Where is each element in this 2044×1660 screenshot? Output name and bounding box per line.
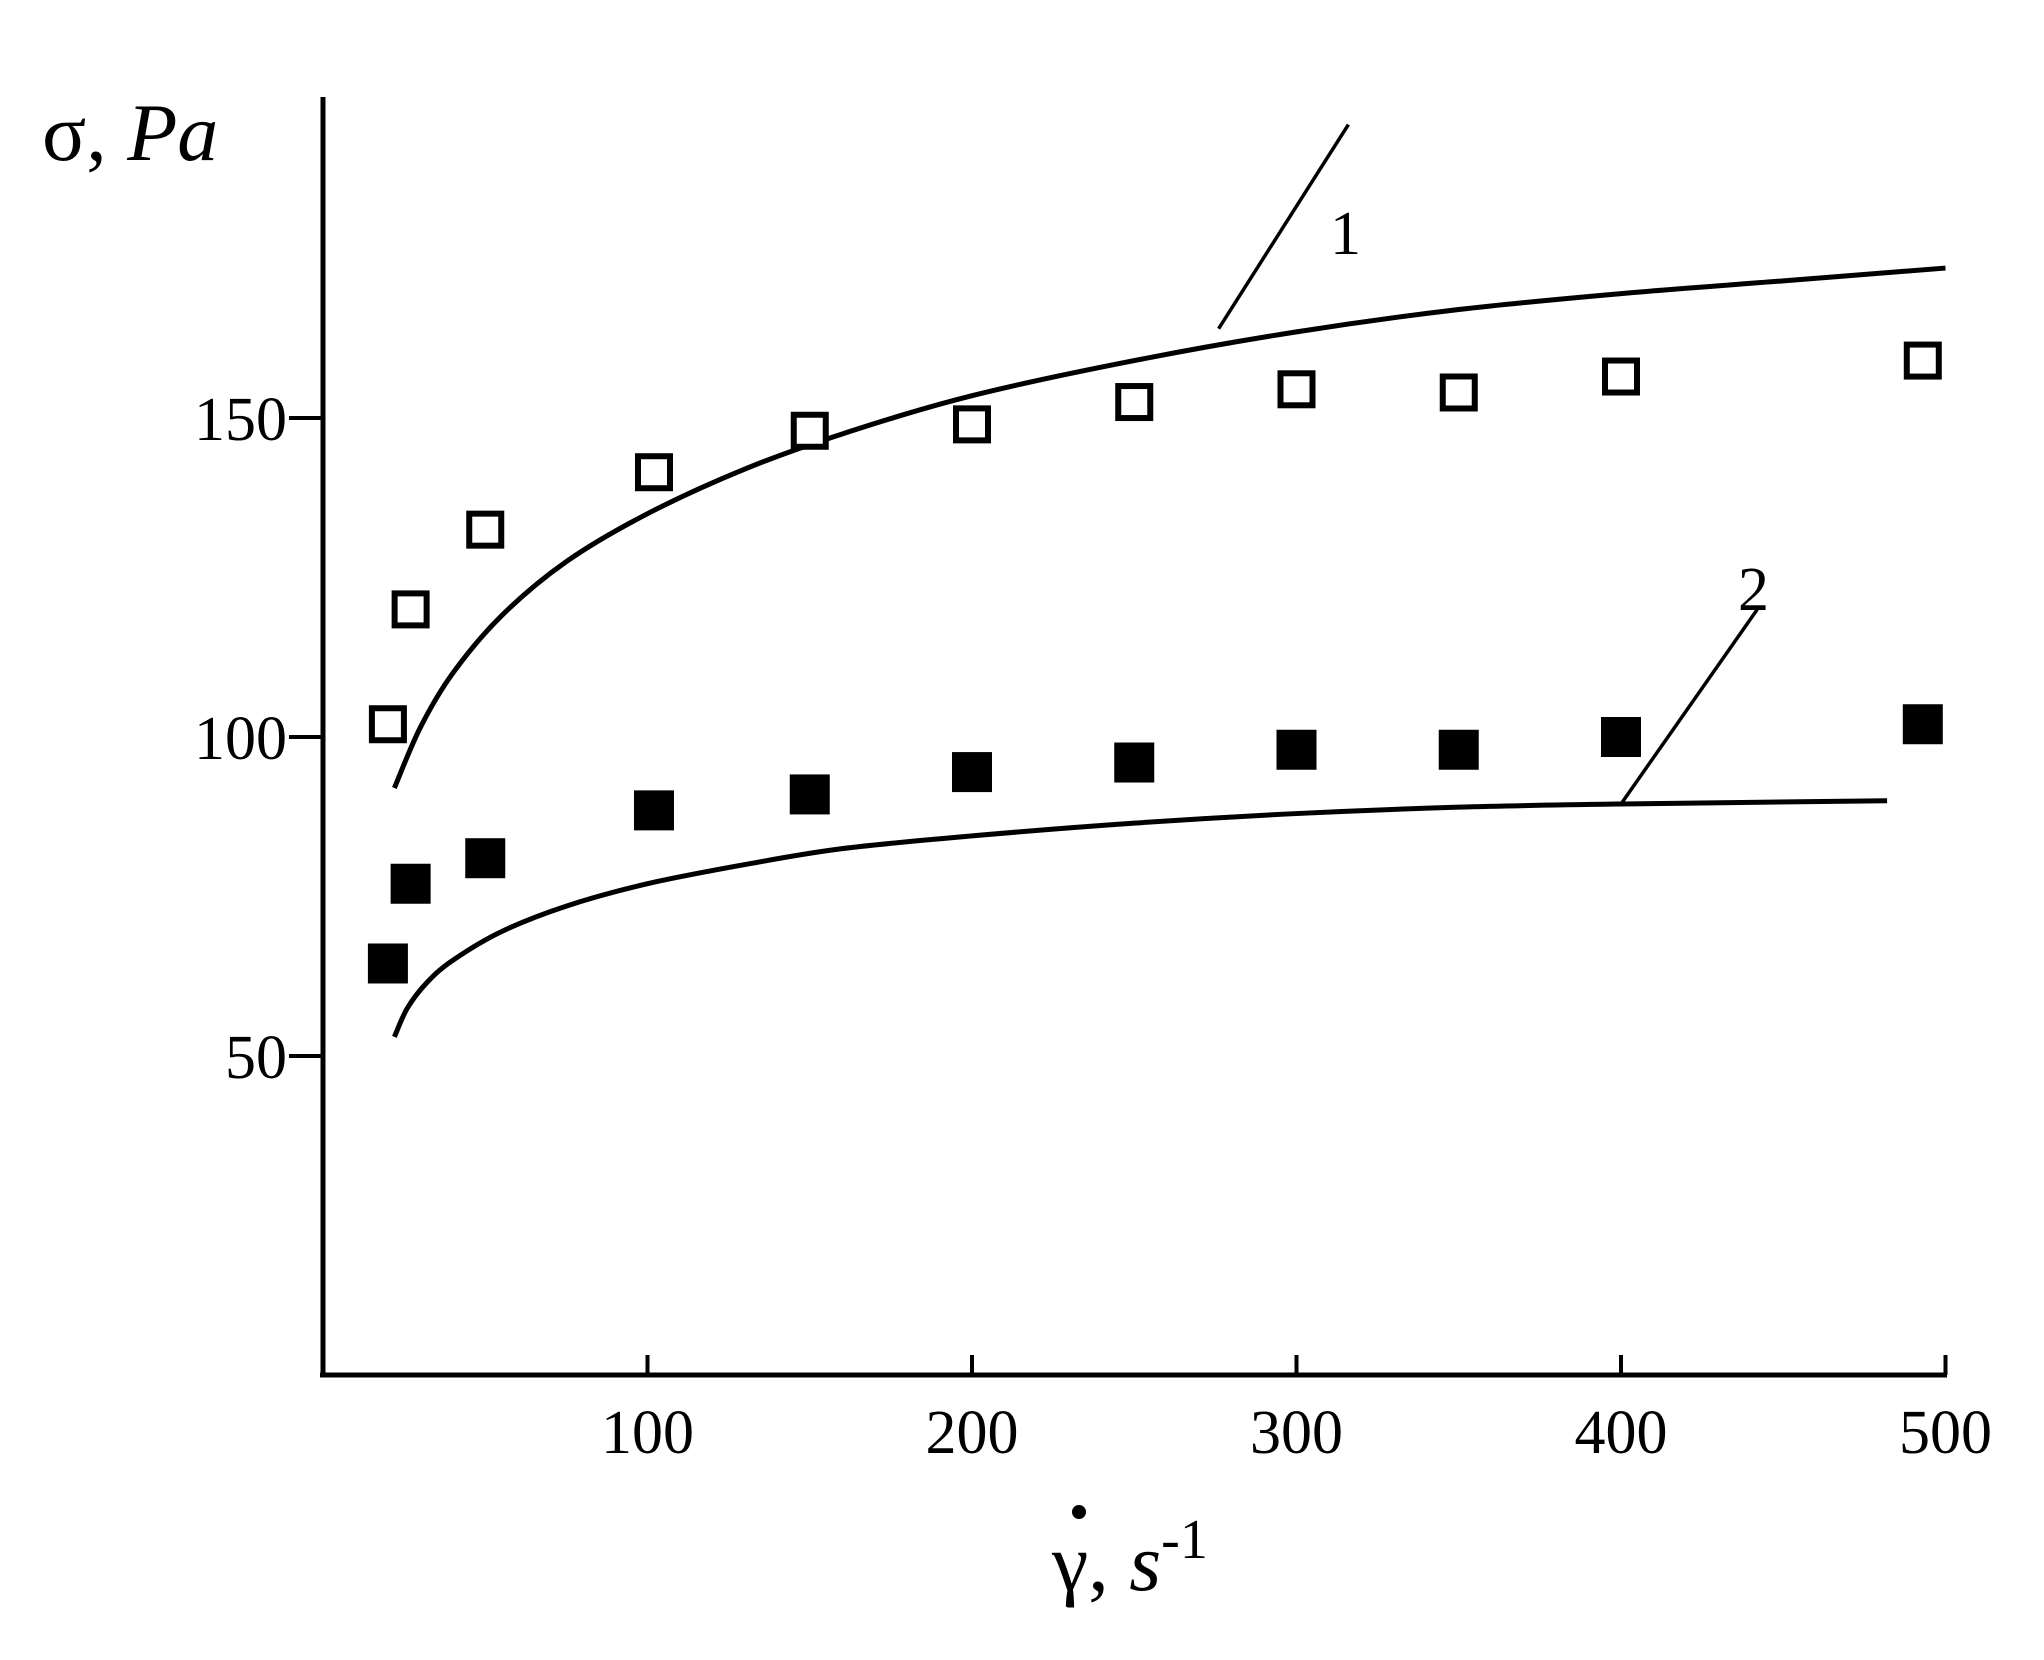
open-square-point-3 xyxy=(634,453,673,492)
filled-square-point-5 xyxy=(952,752,992,793)
y-axis-title: σ, Pa xyxy=(42,87,218,178)
x-tick-label-300: 300 xyxy=(1250,1399,1343,1467)
open-square-point-9 xyxy=(1602,357,1640,396)
x-tick-label-500: 500 xyxy=(1899,1399,1992,1467)
x-axis-separator: , xyxy=(1088,1517,1129,1608)
open-square-point-0 xyxy=(368,705,407,744)
x-axis-title: γ, s-1 xyxy=(1051,1509,1208,1608)
open-square-point-6 xyxy=(1115,383,1154,422)
filled-square-point-6 xyxy=(1114,742,1155,783)
curve-leader-2 xyxy=(1619,608,1759,805)
filled-square-point-2 xyxy=(465,838,506,879)
curve-2 xyxy=(392,798,1888,1038)
y-tick-label-150: 150 xyxy=(194,386,287,454)
open-square-point-7 xyxy=(1277,370,1316,409)
open-square-point-2 xyxy=(466,510,505,549)
x-axis-dot-icon xyxy=(1072,1505,1086,1519)
filled-square-point-9 xyxy=(1601,717,1641,757)
filled-square-point-3 xyxy=(633,790,674,831)
x-tick-label-200: 200 xyxy=(926,1399,1019,1467)
data-markers xyxy=(367,341,1943,984)
filled-square-point-8 xyxy=(1438,729,1479,770)
filled-square-point-7 xyxy=(1276,729,1317,770)
x-tick-label-100: 100 xyxy=(601,1399,694,1467)
y-axis-unit: Pa xyxy=(126,87,218,178)
filled-square-point-4 xyxy=(789,774,830,815)
fit-curves: 12 xyxy=(392,123,1946,1038)
open-square-point-4 xyxy=(790,411,829,450)
open-square-point-1 xyxy=(391,590,430,629)
curve-leader-1 xyxy=(1217,123,1350,330)
x-axis-symbol: γ xyxy=(1051,1517,1088,1608)
curve-label-2: 2 xyxy=(1738,556,1769,624)
y-tick-label-100: 100 xyxy=(194,705,287,773)
x-tick-label-400: 400 xyxy=(1575,1399,1668,1467)
x-axis-exponent: -1 xyxy=(1161,1509,1208,1571)
open-square-point-10 xyxy=(1903,341,1942,380)
curve-1 xyxy=(392,265,1946,790)
open-square-point-5 xyxy=(953,405,991,444)
y-tick-label-50: 50 xyxy=(225,1024,287,1092)
y-axis-separator: , xyxy=(86,87,127,178)
axis-ticks: 100 200 300 400 500 50 100 150 xyxy=(194,386,1992,1467)
filled-square-point-1 xyxy=(390,863,431,904)
filled-square-point-10 xyxy=(1902,704,1943,745)
open-square-point-8 xyxy=(1439,373,1478,412)
y-axis-symbol: σ xyxy=(42,87,86,178)
curve-label-1: 1 xyxy=(1330,200,1361,268)
filled-square-point-0 xyxy=(367,943,408,984)
x-axis-unit: s xyxy=(1129,1517,1161,1608)
